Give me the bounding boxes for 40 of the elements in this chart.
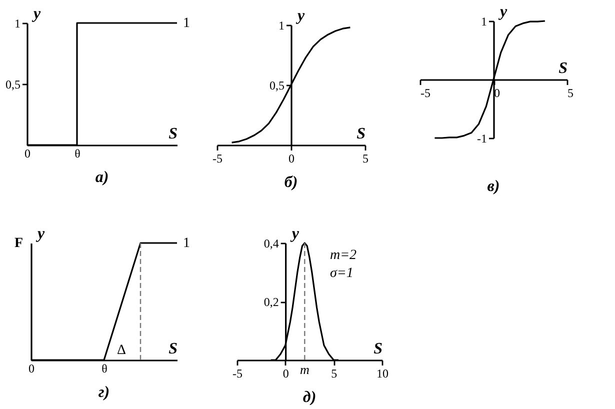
annotation: m=2	[330, 248, 357, 263]
text: 1	[183, 16, 190, 31]
x-axis-title: S	[374, 340, 383, 358]
annotation: Δ	[117, 343, 126, 358]
x-tick-label: 10	[376, 366, 388, 380]
ref-line-label: m	[300, 362, 310, 377]
y-tick-label: 0,5	[6, 78, 20, 92]
x-tick-label: 0	[282, 366, 289, 380]
text: F	[14, 236, 23, 251]
text: а)	[95, 169, 109, 186]
text: г)	[98, 384, 110, 401]
text: в)	[487, 178, 500, 195]
x-tick-label: -5	[420, 86, 430, 100]
x-tick-label: 0	[28, 362, 34, 376]
x-axis-title: S	[168, 126, 178, 142]
annotation: σ=1	[330, 266, 354, 281]
x-tick-label: 5	[331, 366, 338, 380]
y-tick-label: 0,2	[264, 295, 279, 309]
y-tick-label: -1	[477, 132, 487, 146]
x-tick-label: θ	[102, 362, 108, 376]
x-tick-label: -5	[232, 366, 242, 380]
x-axis-title: S	[168, 340, 178, 358]
text: б)	[284, 174, 298, 191]
y-tick-label: 1	[278, 18, 284, 32]
x-tick-label: 5	[568, 86, 574, 100]
x-tick-label: -5	[212, 152, 222, 166]
x-tick-label: θ	[74, 146, 81, 160]
y-axis-title: y	[296, 8, 306, 24]
y-tick-label: 0,4	[264, 236, 279, 250]
text: 1	[183, 236, 190, 251]
x-axis-title: S	[558, 60, 568, 77]
x-axis-title: S	[356, 126, 366, 142]
x-tick-label: 0	[24, 146, 30, 160]
y-axis-title: y	[36, 226, 46, 242]
x-tick-label: 5	[362, 152, 368, 166]
y-tick-label: 0,5	[270, 78, 284, 92]
y-axis-title: y	[290, 226, 300, 242]
x-tick-label: 0	[288, 152, 294, 166]
y-axis-title: y	[498, 4, 508, 20]
y-axis-title: y	[32, 6, 42, 22]
